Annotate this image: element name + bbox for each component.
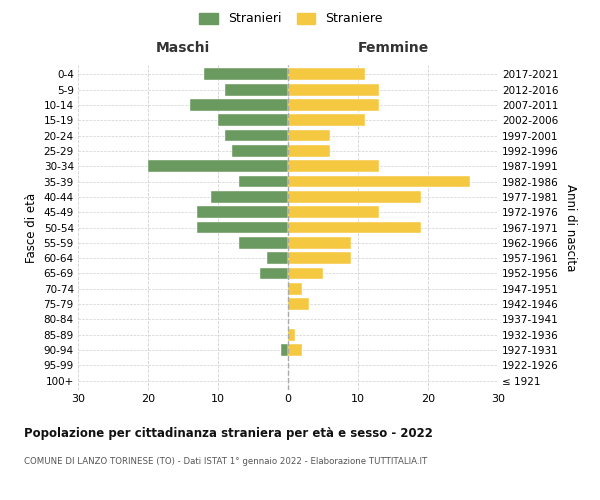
Bar	[288, 191, 421, 203]
Legend: Stranieri, Straniere: Stranieri, Straniere	[196, 8, 386, 29]
Bar	[288, 68, 365, 80]
Bar	[197, 206, 288, 218]
Bar	[239, 176, 288, 188]
Y-axis label: Fasce di età: Fasce di età	[25, 192, 38, 262]
Bar	[211, 191, 288, 203]
Bar	[197, 222, 288, 234]
Bar	[288, 344, 302, 356]
Bar	[232, 145, 288, 157]
Bar	[288, 99, 379, 111]
Bar	[288, 206, 379, 218]
Bar	[225, 130, 288, 141]
Text: Maschi: Maschi	[156, 42, 210, 55]
Bar	[288, 130, 330, 141]
Bar	[225, 84, 288, 96]
Bar	[239, 237, 288, 249]
Bar	[190, 99, 288, 111]
Bar	[148, 160, 288, 172]
Bar	[288, 145, 330, 157]
Bar	[288, 222, 421, 234]
Bar	[288, 283, 302, 295]
Bar	[288, 298, 309, 310]
Bar	[204, 68, 288, 80]
Bar	[288, 176, 470, 188]
Bar	[288, 268, 323, 280]
Bar	[288, 114, 365, 126]
Bar	[260, 268, 288, 280]
Bar	[288, 160, 379, 172]
Bar	[281, 344, 288, 356]
Y-axis label: Anni di nascita: Anni di nascita	[565, 184, 577, 271]
Bar	[267, 252, 288, 264]
Bar	[218, 114, 288, 126]
Bar	[288, 237, 351, 249]
Text: COMUNE DI LANZO TORINESE (TO) - Dati ISTAT 1° gennaio 2022 - Elaborazione TUTTIT: COMUNE DI LANZO TORINESE (TO) - Dati IST…	[24, 458, 427, 466]
Bar	[288, 84, 379, 96]
Text: Popolazione per cittadinanza straniera per età e sesso - 2022: Popolazione per cittadinanza straniera p…	[24, 428, 433, 440]
Text: Femmine: Femmine	[358, 42, 428, 55]
Bar	[288, 252, 351, 264]
Bar	[288, 329, 295, 341]
